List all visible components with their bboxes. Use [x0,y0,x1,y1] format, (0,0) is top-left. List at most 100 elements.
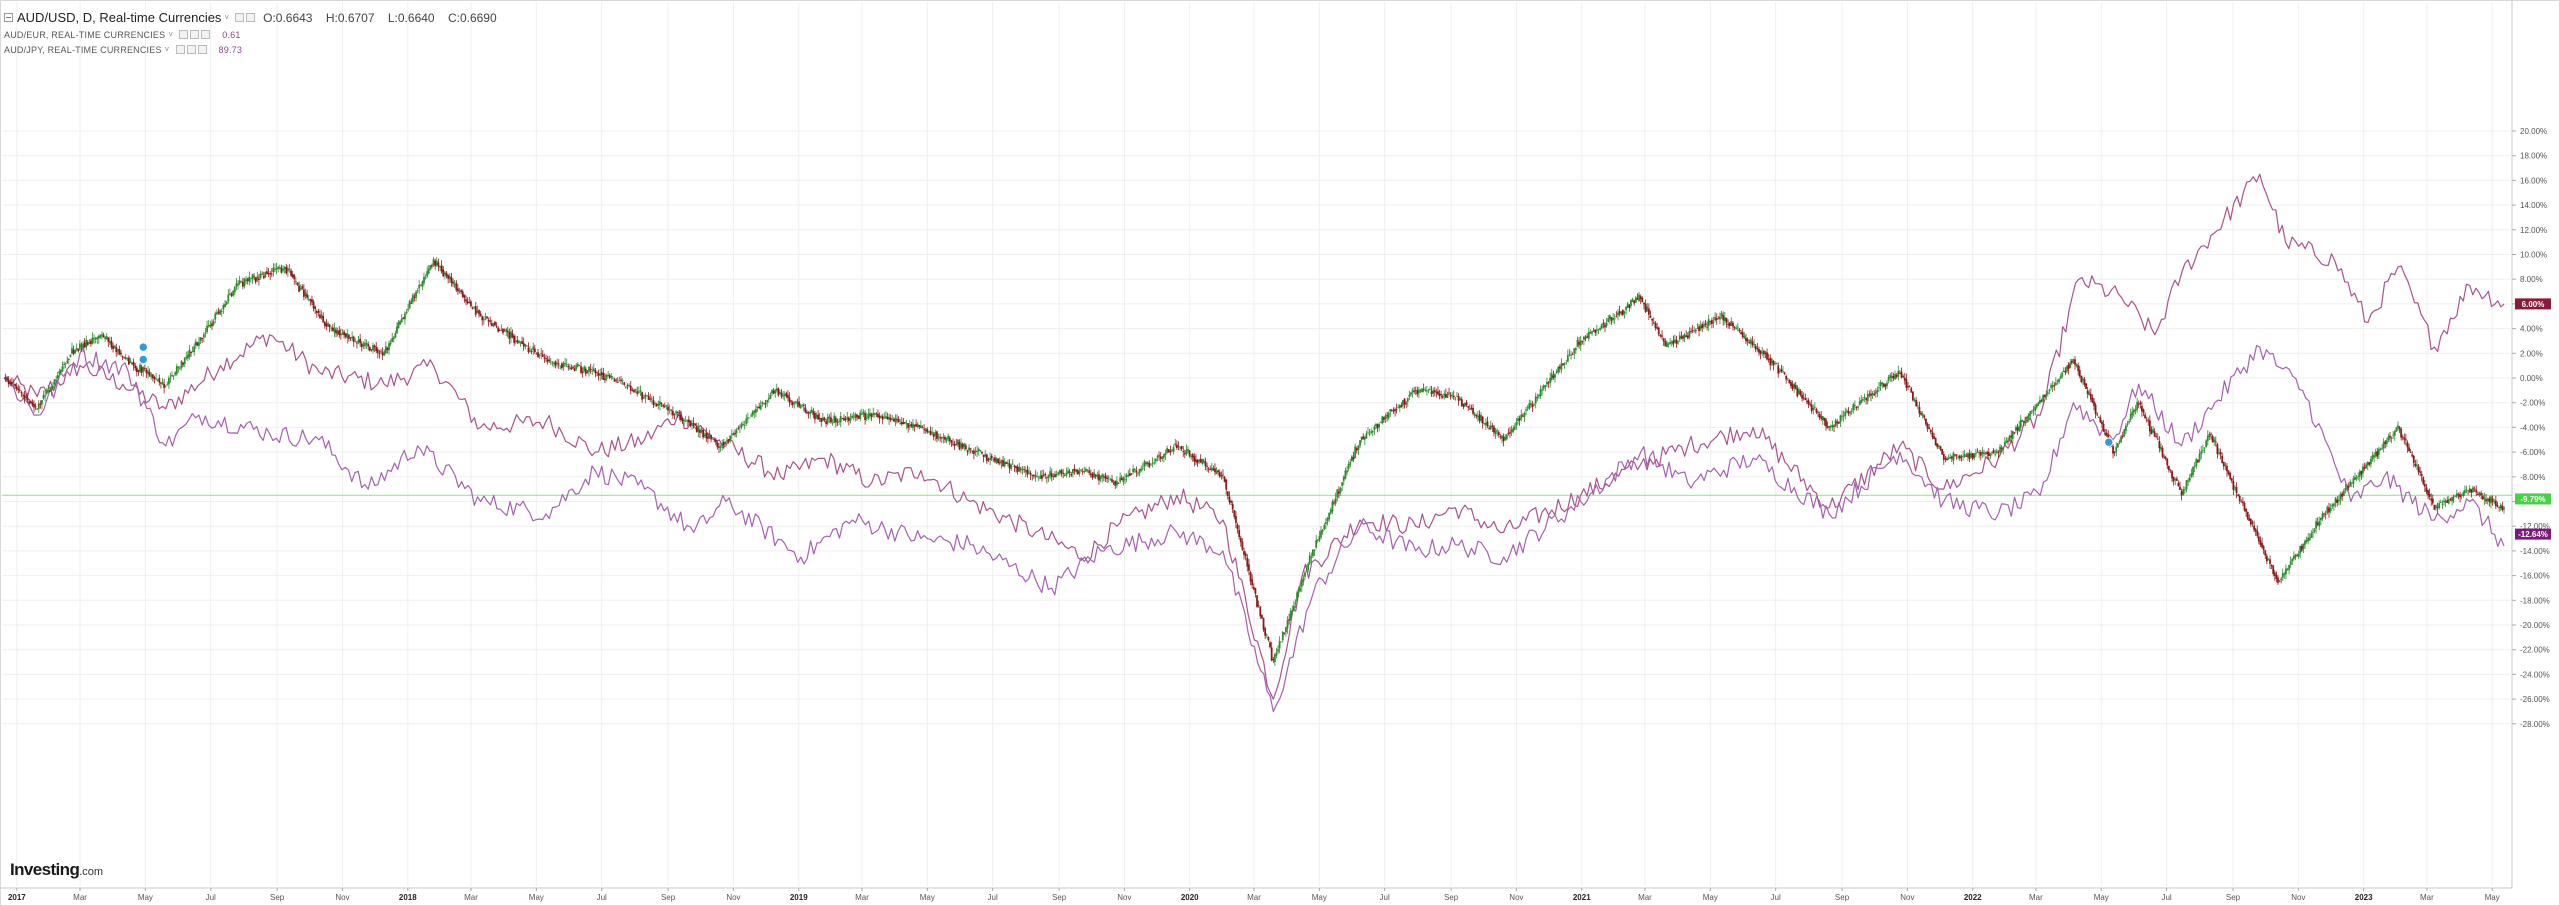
candle-body [338,329,341,336]
remove-icon[interactable] [201,30,211,39]
candle-body [471,307,474,309]
candle-body [1536,396,1539,399]
candle-body [1894,373,1896,380]
candle-body [2490,496,2492,504]
candle-body [258,278,260,280]
candle-body [1254,588,1257,594]
candle-body [2064,371,2067,373]
candle-body [2126,423,2129,425]
candle-body [1699,325,1702,330]
candle-body [1847,411,1850,414]
candle-body [1829,426,1832,428]
candle-body [2382,442,2385,449]
candle-body [826,416,829,424]
settings-icon[interactable] [186,45,196,54]
candle-body [650,398,653,400]
candle-body [1876,389,1879,393]
candle-body [1209,468,1212,470]
candle-body [764,403,767,405]
candle-body [153,377,156,380]
candle-body [2050,385,2052,388]
chevron-down-icon[interactable]: ˅ [164,45,170,54]
candle-body [1644,303,1647,313]
candle-body [1542,385,1545,389]
candle-body [41,400,43,405]
y-tick-label: 12.00% [2520,226,2547,235]
candle-body [465,299,467,302]
candle-body [1686,335,1689,339]
price-label-text: -12.64% [2518,530,2548,539]
candle-body [1212,468,1215,470]
candle-body [647,396,650,400]
candle-body [214,313,217,320]
candle-body [924,428,927,432]
y-tick-label: -12.00% [2520,522,2550,531]
candle-body [431,265,433,267]
candle-body [591,370,594,372]
candle-body [372,345,374,351]
candle-body [667,406,669,411]
candle-body [1546,382,1548,385]
candle-body [1626,303,1629,308]
candle-body [202,334,205,338]
candle-body [1419,390,1422,392]
candle-body [1926,423,1929,429]
candle-body [961,443,964,449]
candle-body [1722,315,1725,321]
candle-body [1045,477,1048,479]
candle-body [2075,364,2078,367]
logo-text: Investing [10,860,80,879]
candle-body [2185,480,2188,490]
candle-body [2373,455,2376,458]
x-tick-label: Mar [2029,893,2043,902]
candle-body [2161,447,2164,457]
candle-body [549,361,552,363]
candle-body [1397,407,1400,409]
candle-body [1042,474,1045,477]
visibility-icon[interactable] [175,45,185,54]
main-symbol-row: AUD/USD, D, Real-time Currencies ˅ O:0.6… [4,8,507,27]
settings-icon[interactable] [190,30,200,39]
candle-body [367,343,370,347]
candle-body [1011,463,1014,465]
collapse-icon[interactable] [4,13,13,22]
candle-body [2333,503,2335,506]
candle-body [1999,446,2001,453]
chevron-down-icon[interactable]: ˅ [168,30,174,39]
candle-body [494,321,496,326]
candle-body [663,406,666,407]
remove-icon[interactable] [197,45,207,54]
candle-body [716,442,719,448]
candle-body [694,423,697,426]
candle-body [1584,337,1587,339]
candle-body [339,333,342,336]
candle-body [678,415,681,417]
candle-body [1411,389,1414,393]
remove-icon[interactable] [246,13,256,22]
candle-body [304,292,307,296]
compare-row-aud-eur: AUD/EUR, REAL-TIME CURRENCIES ˅ 0.61 [4,27,507,42]
candle-body [1204,461,1207,467]
candle-body [608,374,611,378]
settings-icon[interactable] [235,13,245,22]
candle-body [1068,471,1071,473]
visibility-icon[interactable] [179,30,189,39]
candle-body [985,454,988,462]
candle-body [834,417,837,423]
candle-body [1666,342,1668,348]
chevron-down-icon[interactable]: ˅ [224,13,230,22]
candle-body [657,403,660,406]
candle-body [1675,339,1678,345]
candle-body [1054,474,1056,478]
candle-body [2088,392,2091,396]
candle-body [474,306,477,315]
candle-body [772,390,775,394]
candle-body [1187,448,1189,451]
candle-body [2141,405,2143,412]
candle-body [2235,486,2238,493]
candle-body [1217,470,1220,472]
candle-body [28,401,31,404]
candle-body [812,411,815,415]
candle-body [2395,427,2398,432]
